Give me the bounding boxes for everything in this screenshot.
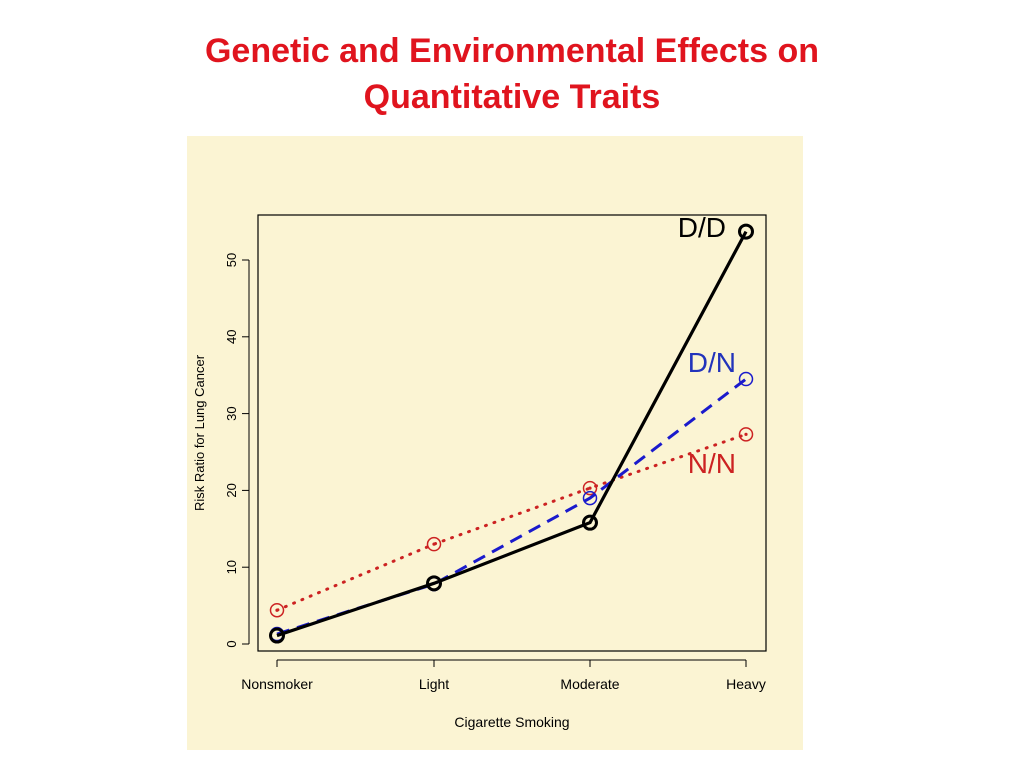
x-axis: Nonsmoker Light Moderate Heavy — [241, 659, 766, 692]
y-tick-label: 0 — [224, 640, 239, 647]
series-dd-point — [582, 514, 598, 531]
x-axis-label: Cigarette Smoking — [454, 714, 569, 730]
series-nn-point-center — [432, 542, 436, 546]
series-nn — [269, 427, 754, 618]
series-label-dn: D/N — [688, 347, 736, 378]
series-nn-line — [275, 432, 748, 612]
series-nn-point — [269, 602, 285, 618]
y-tick-label: 40 — [224, 330, 239, 344]
x-tick-label: Moderate — [560, 676, 619, 692]
plot-frame — [257, 214, 767, 652]
series-dn-line — [276, 377, 747, 636]
slide-title-line-1: Genetic and Environmental Effects on — [204, 32, 819, 70]
series-dd-point — [738, 223, 754, 240]
series-layer — [269, 223, 754, 644]
series-nn-point — [426, 536, 442, 552]
series-label-nn: N/N — [688, 448, 736, 479]
series-labels: D/D D/N N/N — [678, 212, 736, 479]
series-nn-point-center — [275, 608, 279, 612]
x-tick-label: Light — [419, 676, 449, 692]
series-dd — [269, 223, 754, 644]
series-dd-line — [276, 230, 748, 638]
x-tick-label: Nonsmoker — [241, 676, 313, 692]
series-dd-point — [269, 627, 285, 644]
slide-title: Genetic and Environmental Effects on Qua… — [0, 28, 1024, 120]
chart-background — [187, 136, 803, 750]
series-nn-point — [738, 427, 754, 442]
y-axis: 0 10 20 30 40 50 — [224, 253, 250, 648]
y-axis-label: Risk Ratio for Lung Cancer — [192, 354, 207, 511]
series-dn-point — [582, 490, 598, 506]
series-nn-point-center — [744, 432, 748, 436]
series-label-dd: D/D — [678, 212, 726, 243]
y-tick-label: 20 — [224, 483, 239, 497]
chart-panel: 0 10 20 30 40 50 Nonsmoker Light Moderate Heavy … — [187, 136, 803, 750]
series-nn-point-center — [588, 486, 592, 490]
y-tick-label: 10 — [224, 560, 239, 574]
x-tick-label: Heavy — [726, 676, 766, 692]
y-tick-label: 50 — [224, 253, 239, 267]
slide-title-line-2: Quantitative Traits — [363, 78, 661, 116]
series-dd-point — [426, 575, 442, 592]
y-tick-label: 30 — [224, 406, 239, 420]
series-dn-point — [738, 371, 754, 387]
series-nn-point — [582, 480, 598, 496]
